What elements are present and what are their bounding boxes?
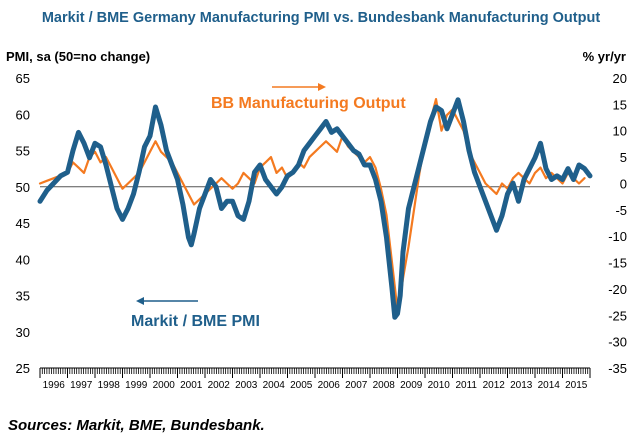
annotation-pmi: Markit / BME PMI [131,297,260,330]
x-tick-label: 1999 [125,380,148,391]
x-tick-label: 2014 [538,380,561,391]
y-left-tick-label: 45 [16,216,30,231]
chart-title: Markit / BME Germany Manufacturing PMI v… [42,10,600,26]
y-right-tick-label: -35 [608,361,627,376]
y-right-tick-label: -20 [608,282,627,297]
x-tick-label: 2012 [483,380,506,391]
x-tick-label: 2004 [263,380,286,391]
y-right-tick-label: 0 [620,176,627,191]
annotation-bb-output: BB Manufacturing Output [211,83,406,112]
x-axis: 1996 1997 1998 1999 2000 2001 2002 2003 2004 2005… [39,367,591,391]
x-tick-label: 2007 [345,380,368,391]
x-tick-label: 1998 [98,380,121,391]
y-axis-left: 25 30 35 40 45 50 55 60 65 [16,71,30,376]
sources-note: Sources: Markit, BME, Bundesbank. [8,417,265,434]
x-tick-label: 2011 [455,380,477,391]
y-left-tick-label: 30 [16,325,30,340]
arrow-right-icon [318,83,326,91]
series-layer [37,97,593,320]
x-tick-label: 2001 [180,380,203,391]
y-axis-label-left: PMI, sa (50=no change) [6,49,150,64]
arrow-left-icon [136,297,144,305]
x-tick-label: 2003 [235,380,258,391]
x-tick-label: 2013 [510,380,533,391]
y-left-tick-label: 35 [16,289,30,304]
y-axis-label-right: % yr/yr [583,49,626,64]
y-axis-right: -35 -30 -25 -20 -15 -10 -5 0 5 10 15 20 [608,71,627,376]
y-right-tick-label: 5 [620,150,627,165]
x-tick-label: 2002 [208,380,231,391]
y-right-tick-label: -15 [608,256,627,271]
annotation-pmi-label: Markit / BME PMI [131,313,260,330]
x-tick-label: 2005 [290,380,313,391]
y-left-tick-label: 50 [16,180,30,195]
y-right-tick-label: -5 [615,203,627,218]
y-left-tick-label: 25 [16,361,30,376]
x-tick-label: 2015 [565,380,588,391]
x-tick-label: 2008 [373,380,396,391]
annotation-bb-label: BB Manufacturing Output [211,95,406,112]
x-tick-label: 2009 [400,380,423,391]
series-line-pmi [37,97,593,320]
x-tick-label: 2000 [153,380,176,391]
y-right-tick-label: 10 [613,124,627,139]
x-tick-label: 2010 [428,380,451,391]
x-tick-label: 1996 [43,380,66,391]
y-right-tick-label: -25 [608,308,627,323]
y-left-tick-label: 55 [16,144,30,159]
y-right-tick-label: -10 [608,229,627,244]
y-left-tick-label: 60 [16,107,30,122]
y-left-tick-label: 40 [16,252,30,267]
y-left-tick-label: 65 [16,71,30,86]
y-right-tick-label: 20 [613,71,627,86]
x-tick-label: 1997 [70,380,93,391]
x-tick-label: 2006 [318,380,341,391]
y-right-tick-label: -30 [608,335,627,350]
y-right-tick-label: 15 [613,97,627,112]
